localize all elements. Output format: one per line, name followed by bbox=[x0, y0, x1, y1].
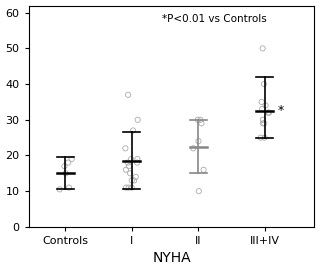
Point bbox=[260, 46, 265, 51]
Point bbox=[135, 118, 140, 122]
Point bbox=[195, 118, 200, 122]
Point bbox=[259, 100, 264, 104]
Point bbox=[129, 157, 134, 161]
Point bbox=[133, 175, 138, 179]
Text: *: * bbox=[278, 104, 284, 117]
Point bbox=[124, 167, 129, 172]
Point bbox=[67, 185, 72, 190]
Point bbox=[132, 178, 137, 183]
Point bbox=[258, 136, 263, 140]
Point bbox=[260, 121, 266, 125]
Point bbox=[196, 189, 201, 193]
Point bbox=[129, 185, 134, 190]
Text: *P<0.01 vs Controls: *P<0.01 vs Controls bbox=[162, 14, 266, 24]
Point bbox=[191, 146, 196, 150]
Point bbox=[260, 118, 265, 122]
Point bbox=[63, 171, 68, 176]
Point bbox=[57, 187, 62, 192]
Point bbox=[263, 103, 268, 108]
Point bbox=[196, 139, 201, 143]
Point bbox=[125, 160, 131, 165]
Point bbox=[262, 121, 267, 125]
Point bbox=[124, 185, 129, 190]
Point bbox=[198, 118, 203, 122]
Point bbox=[199, 121, 204, 125]
Point bbox=[69, 157, 74, 161]
Point bbox=[267, 111, 272, 115]
Point bbox=[135, 160, 140, 165]
Point bbox=[125, 93, 131, 97]
Point bbox=[66, 160, 71, 165]
Point bbox=[261, 82, 267, 86]
Point bbox=[262, 136, 267, 140]
Point bbox=[266, 111, 271, 115]
Point bbox=[62, 164, 67, 168]
Point bbox=[129, 178, 134, 183]
Point bbox=[126, 185, 131, 190]
Point bbox=[128, 171, 133, 176]
Point bbox=[201, 167, 206, 172]
Point bbox=[260, 107, 265, 111]
X-axis label: NYHA: NYHA bbox=[152, 251, 191, 265]
Point bbox=[131, 128, 136, 133]
Point bbox=[135, 157, 140, 161]
Point bbox=[126, 164, 132, 168]
Point bbox=[123, 146, 128, 150]
